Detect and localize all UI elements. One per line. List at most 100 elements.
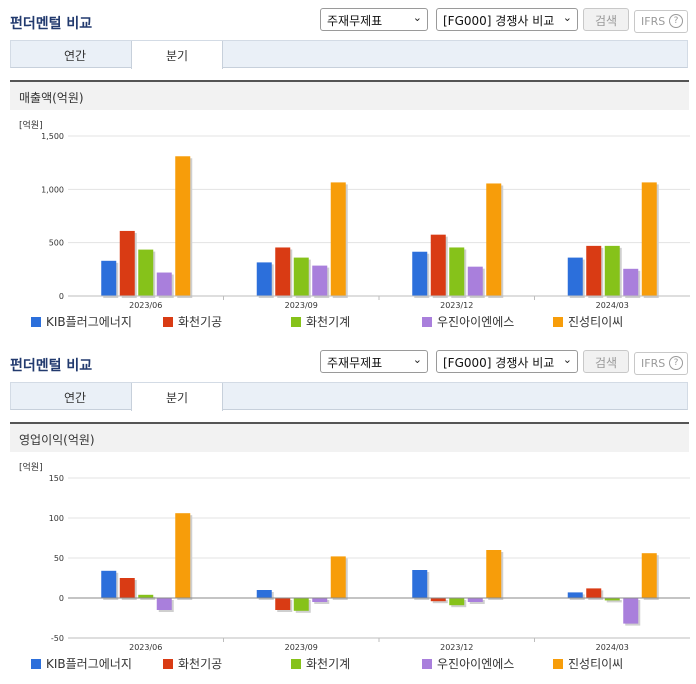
legend-item[interactable]: KIB플러그에너지 bbox=[31, 655, 132, 672]
legend-item[interactable]: 화천기계 bbox=[291, 655, 350, 672]
metric-header: 매출액(억원) bbox=[10, 80, 689, 110]
x-tick-label: 2024/03 bbox=[596, 643, 629, 652]
chart-legend: KIB플러그에너지 화천기공 화천기계 우진아이엔에스 진성티이씨 bbox=[0, 655, 696, 671]
y-tick-label: 0 bbox=[59, 292, 64, 301]
y-tick-label: 1,500 bbox=[41, 132, 64, 141]
panel-title: 펀더멘털 비교 bbox=[10, 358, 93, 374]
y-tick-label: 0 bbox=[59, 594, 64, 603]
fundamental-panel-operating-profit: 펀더멘털 비교 주재무제표 ⌄ [FG000] 경쟁사 비교 ⌄ 검색 IFRS… bbox=[0, 342, 696, 671]
statement-select-value: 주재무제표 bbox=[327, 356, 383, 370]
legend-item[interactable]: 진성티이씨 bbox=[553, 313, 623, 330]
bar bbox=[312, 598, 328, 602]
bar-shadow bbox=[432, 600, 448, 604]
x-tick-label: 2023/06 bbox=[129, 301, 162, 310]
bar bbox=[430, 234, 446, 296]
bar bbox=[138, 249, 154, 296]
bar bbox=[293, 257, 309, 296]
legend-item[interactable]: 화천기공 bbox=[163, 313, 222, 330]
legend-swatch bbox=[553, 659, 563, 669]
x-tick-label: 2023/06 bbox=[129, 643, 162, 652]
help-icon: ? bbox=[669, 356, 683, 370]
y-tick-label: -50 bbox=[51, 634, 64, 643]
bar bbox=[312, 265, 328, 296]
panel-header: 펀더멘털 비교 주재무제표 ⌄ [FG000] 경쟁사 비교 ⌄ 검색 IFRS… bbox=[0, 0, 696, 40]
metric-header: 영업이익(억원) bbox=[10, 422, 689, 452]
bar bbox=[586, 245, 602, 296]
bar bbox=[138, 594, 154, 598]
tab-annual[interactable]: 연간 bbox=[63, 391, 87, 405]
bar bbox=[567, 592, 583, 598]
bar bbox=[604, 598, 620, 601]
bar bbox=[119, 230, 135, 296]
bar bbox=[412, 251, 428, 296]
legend-item[interactable]: 화천기공 bbox=[163, 655, 222, 672]
chevron-down-icon: ⌄ bbox=[412, 353, 422, 366]
tab-quarterly[interactable]: 분기 bbox=[131, 383, 223, 411]
legend-item[interactable]: 진성티이씨 bbox=[553, 655, 623, 672]
legend-label: 진성티이씨 bbox=[568, 657, 624, 671]
legend-swatch bbox=[422, 317, 432, 327]
ifrs-button[interactable]: IFRS ? bbox=[634, 352, 688, 375]
legend-label: 화천기계 bbox=[306, 657, 351, 671]
chevron-down-icon: ⌄ bbox=[560, 11, 572, 24]
legend-swatch bbox=[163, 659, 173, 669]
ifrs-button[interactable]: IFRS ? bbox=[634, 10, 688, 33]
compare-select[interactable]: [FG000] 경쟁사 비교 ⌄ bbox=[436, 8, 578, 31]
y-tick-label: 1,000 bbox=[41, 185, 64, 194]
bar bbox=[567, 257, 583, 296]
tab-annual[interactable]: 연간 bbox=[63, 49, 87, 63]
legend-swatch bbox=[31, 317, 41, 327]
statement-select-value: 주재무제표 bbox=[327, 14, 383, 28]
bar bbox=[175, 513, 191, 598]
legend-swatch bbox=[163, 317, 173, 327]
bar bbox=[256, 590, 272, 598]
period-tabs: 연간 분기 bbox=[10, 382, 688, 411]
search-button[interactable]: 검색 bbox=[583, 8, 629, 31]
tab-quarterly[interactable]: 분기 bbox=[131, 41, 223, 69]
legend-item[interactable]: 우진아이엔에스 bbox=[422, 313, 514, 330]
operating-profit-chart: -50 0 50 100 150 2023/06 2023/09 2023/12 2024/03 bbox=[49, 474, 690, 652]
search-button[interactable]: 검색 bbox=[583, 350, 629, 373]
statement-select[interactable]: 주재무제표 ⌄ bbox=[320, 350, 428, 373]
bar bbox=[449, 247, 465, 296]
legend-item[interactable]: 우진아이엔에스 bbox=[422, 655, 514, 672]
bar bbox=[641, 553, 657, 598]
bar bbox=[467, 598, 483, 602]
y-tick-label: 100 bbox=[49, 514, 64, 523]
bar bbox=[275, 247, 291, 296]
y-tick-label: 150 bbox=[49, 474, 64, 483]
chevron-down-icon: ⌄ bbox=[412, 11, 422, 24]
unit-label: [억원] bbox=[19, 463, 43, 473]
legend-swatch bbox=[422, 659, 432, 669]
x-tick-label: 2023/09 bbox=[285, 301, 318, 310]
bar bbox=[330, 556, 346, 598]
compare-select[interactable]: [FG000] 경쟁사 비교 ⌄ bbox=[436, 350, 578, 373]
bar bbox=[119, 578, 135, 598]
bar bbox=[275, 598, 291, 610]
legend-item[interactable]: 화천기계 bbox=[291, 313, 350, 330]
compare-select-value: [FG000] 경쟁사 비교 bbox=[443, 356, 555, 370]
legend-swatch bbox=[31, 659, 41, 669]
compare-select-value: [FG000] 경쟁사 비교 bbox=[443, 14, 555, 28]
x-tick-label: 2023/12 bbox=[440, 643, 473, 652]
bar bbox=[449, 598, 465, 606]
x-tick-label: 2023/09 bbox=[285, 643, 318, 652]
legend-item[interactable]: KIB플러그에너지 bbox=[31, 313, 132, 330]
bar bbox=[330, 182, 346, 296]
bar bbox=[641, 182, 657, 296]
chart-legend: KIB플러그에너지 화천기공 화천기계 우진아이엔에스 진성티이씨 bbox=[0, 313, 696, 329]
legend-label: KIB플러그에너지 bbox=[46, 657, 132, 671]
bar bbox=[623, 268, 639, 296]
legend-label: 화천기공 bbox=[178, 657, 223, 671]
statement-select[interactable]: 주재무제표 ⌄ bbox=[320, 8, 428, 31]
bar bbox=[486, 183, 502, 296]
legend-label: 화천기공 bbox=[178, 315, 223, 329]
bar bbox=[256, 262, 272, 296]
bar bbox=[293, 598, 309, 611]
legend-label: 화천기계 bbox=[306, 315, 351, 329]
panel-title: 펀더멘털 비교 bbox=[10, 16, 93, 32]
fundamental-panel-revenue: 펀더멘털 비교 주재무제표 ⌄ [FG000] 경쟁사 비교 ⌄ 검색 IFRS… bbox=[0, 0, 696, 329]
unit-label: [억원] bbox=[19, 121, 43, 131]
bar bbox=[623, 598, 639, 624]
legend-label: 진성티이씨 bbox=[568, 315, 624, 329]
